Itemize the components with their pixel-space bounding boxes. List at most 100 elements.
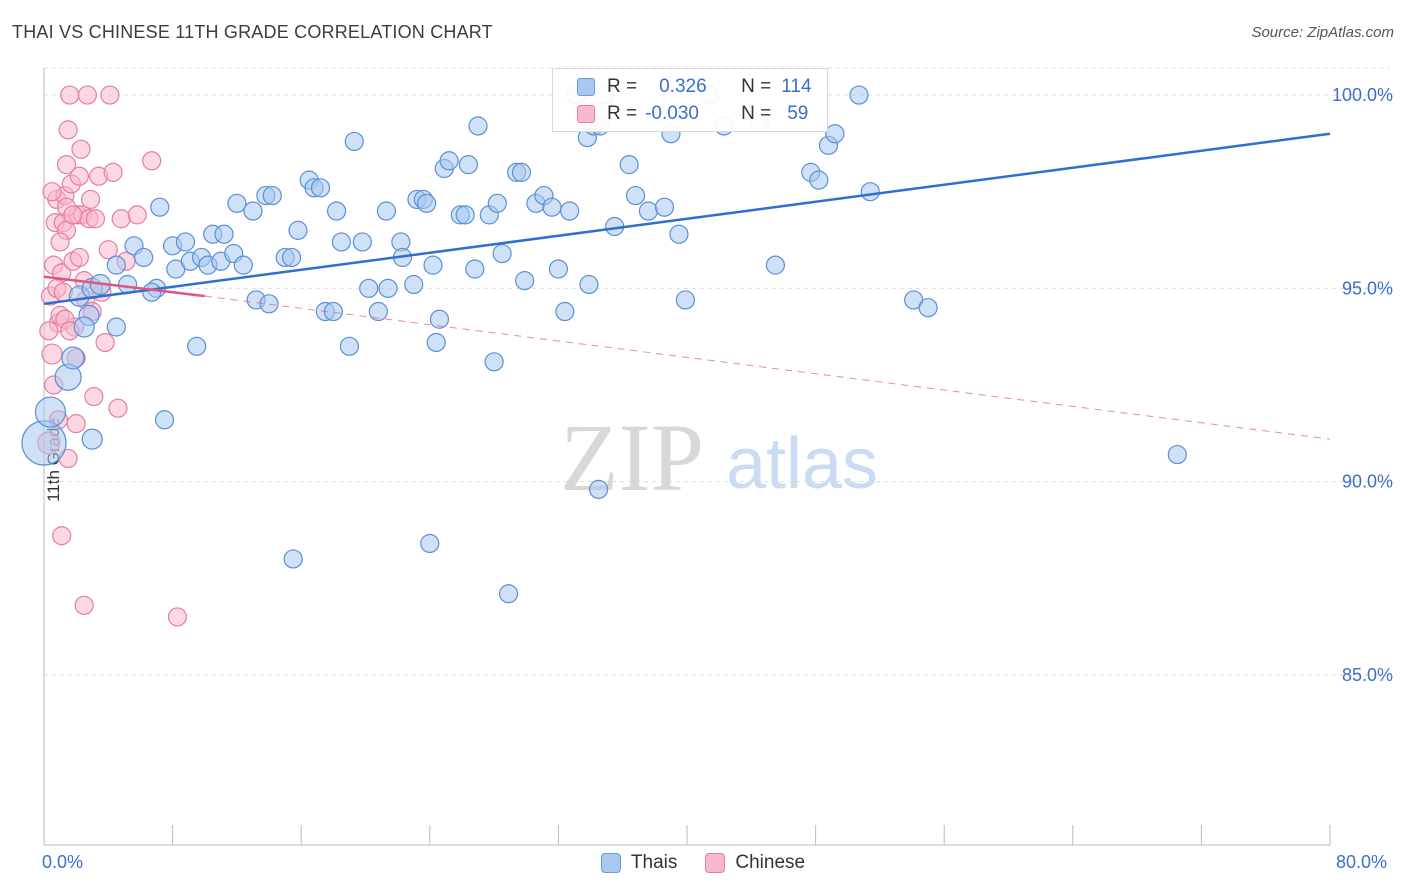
- data-point: [214, 224, 234, 244]
- data-point: [39, 321, 59, 341]
- data-point: [73, 316, 95, 338]
- data-point: [416, 193, 437, 213]
- legend-r-value: 0.326: [659, 76, 707, 97]
- trend-line-chinese-extension: [204, 295, 1331, 440]
- legend-swatch-thais: [577, 78, 595, 96]
- series-chinese-points: [37, 85, 188, 627]
- data-point: [154, 410, 175, 430]
- data-point: [675, 290, 695, 310]
- data-point: [283, 549, 303, 569]
- data-point: [825, 124, 845, 144]
- data-point: [227, 193, 247, 213]
- data-point: [849, 85, 869, 105]
- data-point: [458, 155, 478, 175]
- data-point: [376, 201, 396, 221]
- legend-swatch-chinese: [705, 853, 726, 873]
- legend-label-thais: Thais: [630, 852, 678, 873]
- data-point: [515, 271, 535, 291]
- data-point: [487, 193, 507, 213]
- data-point: [52, 526, 72, 546]
- legend-n-label: N =: [741, 103, 772, 124]
- data-point: [74, 595, 94, 615]
- correlation-legend: R = 0.326 N = 114 R = -0.030 N = 59: [552, 68, 828, 132]
- data-point: [809, 170, 829, 190]
- data-point: [352, 232, 372, 252]
- data-point: [187, 336, 207, 356]
- data-point: [455, 205, 475, 225]
- data-point: [142, 282, 162, 302]
- data-point: [465, 259, 485, 279]
- watermark-atlas: atlas: [726, 424, 878, 504]
- data-point: [71, 139, 91, 159]
- legend-swatch-chinese: [577, 105, 595, 123]
- data-point: [619, 155, 639, 175]
- legend-row-thais: R = 0.326 N = 114: [553, 73, 812, 101]
- y-tick-label: 90.0%: [1342, 472, 1393, 492]
- watermark-zip: ZIP: [560, 404, 704, 511]
- data-point: [1167, 444, 1187, 465]
- data-point: [34, 396, 67, 428]
- legend-r-label: R =: [607, 103, 638, 124]
- data-point: [111, 209, 131, 229]
- data-point: [77, 85, 98, 105]
- legend-r-value: -0.030: [645, 103, 699, 124]
- data-point: [326, 201, 347, 221]
- trend-lines: [43, 132, 1331, 440]
- data-point: [56, 155, 77, 175]
- legend-swatch-thais: [600, 853, 621, 873]
- data-point: [638, 201, 659, 221]
- data-point: [259, 294, 279, 314]
- data-point: [95, 332, 115, 353]
- data-point: [498, 584, 519, 604]
- data-point: [42, 182, 62, 202]
- legend-label-chinese: Chinese: [735, 852, 806, 873]
- data-point: [484, 352, 504, 372]
- data-point: [243, 201, 263, 221]
- data-point: [100, 85, 120, 105]
- data-point: [60, 85, 80, 105]
- data-point: [98, 240, 118, 260]
- y-tick-label: 95.0%: [1342, 278, 1393, 298]
- data-point: [588, 479, 609, 499]
- data-point: [103, 162, 123, 182]
- series-legend: Thais Chinese: [0, 852, 1406, 874]
- data-point: [542, 197, 562, 217]
- data-point: [560, 201, 580, 221]
- trend-line-thais: [43, 132, 1331, 306]
- data-point: [281, 247, 302, 268]
- data-point: [429, 309, 450, 329]
- data-point: [85, 209, 106, 229]
- y-tick-labels: 85.0% 90.0% 95.0% 100.0%: [1332, 85, 1393, 685]
- data-point: [420, 533, 440, 554]
- data-point: [368, 301, 388, 322]
- legend-item-thais[interactable]: Thais: [600, 852, 678, 874]
- y-tick-label: 100.0%: [1332, 85, 1393, 105]
- data-point: [81, 189, 101, 210]
- chart-title: THAI VS CHINESE 11TH GRADE CORRELATION C…: [12, 22, 493, 42]
- data-point: [175, 232, 196, 252]
- data-point: [625, 185, 646, 206]
- data-point: [66, 414, 86, 434]
- trend-line-chinese: [43, 275, 205, 298]
- data-point: [339, 336, 360, 356]
- data-point: [41, 343, 63, 365]
- data-point: [108, 398, 128, 418]
- data-point: [233, 255, 253, 275]
- data-point: [69, 166, 89, 186]
- data-point: [439, 151, 459, 171]
- data-point: [310, 178, 331, 198]
- legend-n-label: N =: [741, 76, 772, 97]
- data-point: [492, 243, 512, 264]
- data-point: [511, 162, 532, 182]
- data-point: [765, 255, 786, 275]
- data-point: [918, 298, 938, 318]
- data-point: [468, 116, 488, 136]
- data-point: [378, 278, 398, 298]
- legend-item-chinese[interactable]: Chinese: [705, 852, 805, 874]
- data-point: [555, 301, 575, 322]
- grid-lines: [44, 67, 1390, 676]
- legend-n-value: 59: [787, 103, 809, 124]
- x-tick-label-max: 80.0%: [1336, 852, 1388, 872]
- data-point: [50, 232, 70, 252]
